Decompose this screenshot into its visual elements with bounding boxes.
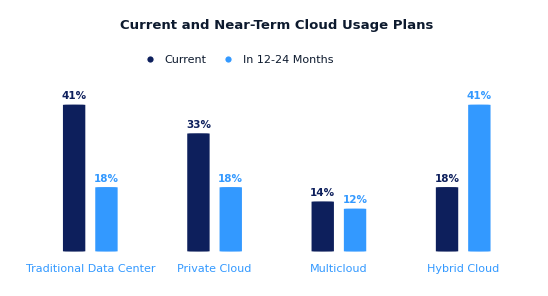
FancyBboxPatch shape [187,133,210,252]
FancyBboxPatch shape [468,104,490,252]
Text: 18%: 18% [94,174,119,184]
FancyBboxPatch shape [63,104,85,252]
FancyBboxPatch shape [220,187,242,252]
Text: 41%: 41% [61,91,87,101]
Legend: Current, In 12-24 Months: Current, In 12-24 Months [134,50,338,69]
Text: Current and Near-Term Cloud Usage Plans: Current and Near-Term Cloud Usage Plans [120,19,433,32]
FancyBboxPatch shape [312,201,334,252]
Text: Traditional Data Center: Traditional Data Center [26,264,155,274]
FancyBboxPatch shape [436,187,458,252]
Text: Private Cloud: Private Cloud [178,264,252,274]
Text: 33%: 33% [186,120,211,130]
Text: 18%: 18% [435,174,460,184]
Text: Multicloud: Multicloud [310,264,368,274]
Text: Hybrid Cloud: Hybrid Cloud [427,264,499,274]
Text: 41%: 41% [467,91,492,101]
FancyBboxPatch shape [344,209,366,252]
Text: 18%: 18% [218,174,243,184]
FancyBboxPatch shape [95,187,118,252]
Text: 14%: 14% [310,188,335,198]
Text: 12%: 12% [342,195,368,205]
